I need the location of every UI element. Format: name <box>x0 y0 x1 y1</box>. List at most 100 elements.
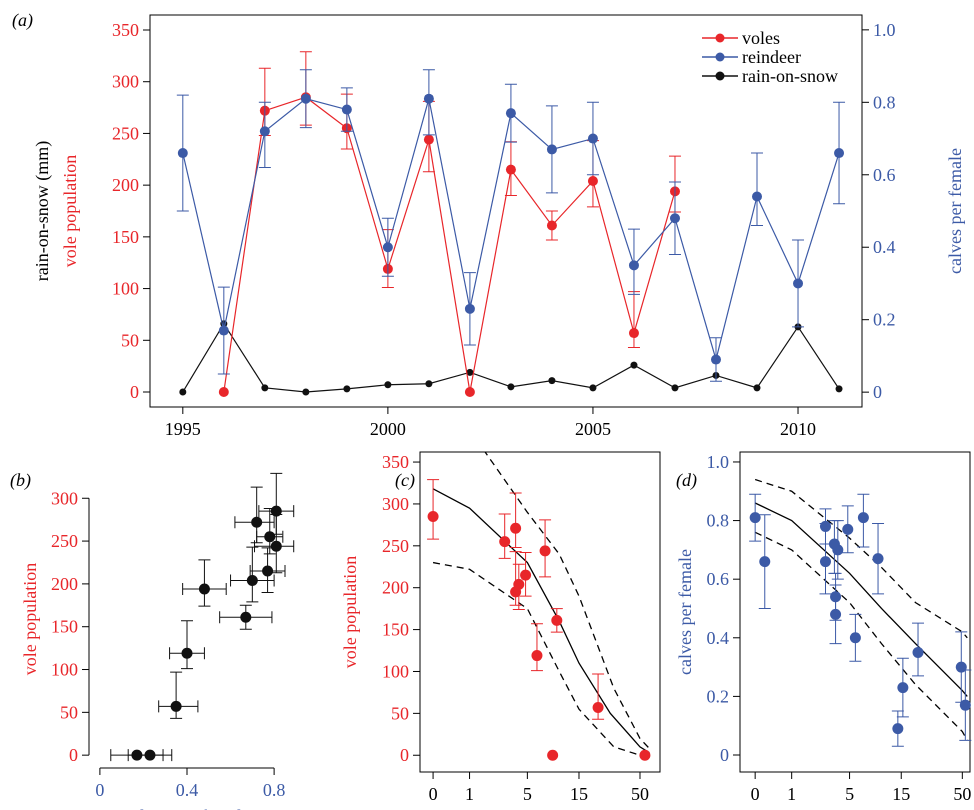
data-point <box>343 385 351 393</box>
x-tick-label: 5 <box>845 784 854 804</box>
data-point <box>218 325 229 336</box>
panel-label: (d) <box>676 470 697 491</box>
fit-curve <box>754 531 968 741</box>
data-point <box>259 126 270 137</box>
data-point <box>181 647 193 659</box>
legend-label: voles <box>742 28 780 48</box>
plot-frame <box>149 14 863 408</box>
data-point <box>892 723 904 735</box>
y-tick-label: 0 <box>720 745 729 765</box>
data-point <box>531 650 543 662</box>
data-point <box>912 646 924 658</box>
y-tick-label: 350 <box>112 20 139 40</box>
y-tick-label: 200 <box>382 578 409 598</box>
data-point <box>198 583 210 595</box>
data-point <box>669 213 680 224</box>
y-tick-label: 50 <box>60 702 78 722</box>
data-point <box>830 608 842 620</box>
y-tick-label: 50 <box>121 330 139 350</box>
y-tick-label: 150 <box>51 617 78 637</box>
data-point <box>830 591 842 603</box>
x-tick-label: 1 <box>465 784 474 804</box>
data-point <box>261 384 269 392</box>
data-point <box>240 611 252 623</box>
data-point <box>270 540 282 552</box>
legend-dot <box>715 52 725 62</box>
data-point <box>832 544 844 556</box>
data-point <box>520 569 532 581</box>
y2-axis-label: calves per female <box>945 148 965 274</box>
x-tick-label: 0 <box>751 784 760 804</box>
data-point <box>513 578 525 590</box>
y-axis-label: calves per female <box>675 549 695 675</box>
y-tick-label: 1.0 <box>707 452 730 472</box>
x-tick-label: 15 <box>892 784 910 804</box>
fit-curve <box>754 502 968 697</box>
data-point <box>849 632 861 644</box>
x-tick-label: 50 <box>953 784 971 804</box>
plot-frame <box>419 451 661 773</box>
data-point <box>466 368 474 376</box>
data-point <box>464 387 475 398</box>
data-point <box>218 387 229 398</box>
panel: (b) 0 0.4 0.8 0 50 100 150 200 250 300 calves per f… <box>10 470 295 810</box>
y-tick-label: 200 <box>51 574 78 594</box>
data-point <box>302 388 310 396</box>
fit-curve <box>432 488 650 754</box>
y-tick-label: 50 <box>391 703 409 723</box>
x-tick-label: 1995 <box>165 419 201 439</box>
x-tick-label: 1 <box>787 784 796 804</box>
x-tick-label: 2005 <box>575 419 611 439</box>
y2-tick-label: 0.2 <box>873 310 896 330</box>
data-point <box>382 242 393 253</box>
y-error-bar <box>509 492 522 548</box>
data-point <box>179 388 187 396</box>
x-tick-label: 0.8 <box>263 780 286 800</box>
y-error-bar <box>198 559 211 607</box>
data-point <box>246 574 258 586</box>
data-point <box>842 523 854 535</box>
data-point <box>423 134 434 145</box>
error-bar <box>751 152 764 226</box>
x-tick-label: 2000 <box>370 419 406 439</box>
legend-dot <box>715 71 725 81</box>
data-point <box>427 511 439 523</box>
data-point <box>270 505 282 517</box>
y-tick-label: 100 <box>51 660 78 680</box>
data-point <box>510 522 522 534</box>
series-line <box>182 322 840 393</box>
data-point <box>819 556 831 568</box>
y-axis-label: vole population <box>340 556 360 668</box>
data-point <box>341 104 352 115</box>
data-point <box>793 278 804 289</box>
legend-dot <box>715 33 725 43</box>
data-point <box>264 531 276 543</box>
y-tick-label: 0.4 <box>707 628 730 648</box>
y-tick-label: 0.6 <box>707 569 730 589</box>
data-point <box>131 749 143 761</box>
data-point <box>671 384 679 392</box>
data-point <box>425 380 433 388</box>
data-point <box>539 545 551 557</box>
panel-label: (b) <box>10 470 31 491</box>
panel: (a) 1995 2000 2005 2010 0 50 100 150 200 250 300 350… <box>12 10 965 439</box>
data-point <box>959 699 971 711</box>
fit-curve <box>432 561 650 756</box>
data-point <box>630 361 638 369</box>
data-point <box>628 260 639 271</box>
data-point <box>262 565 274 577</box>
data-point <box>546 220 557 231</box>
y-tick-label: 0 <box>130 382 139 402</box>
data-point <box>835 385 843 393</box>
x-tick-label: 15 <box>570 784 588 804</box>
data-point <box>834 148 845 159</box>
data-point <box>505 108 516 119</box>
data-point <box>589 384 597 392</box>
data-point <box>384 381 392 389</box>
y-axis-label: rain-on-snow (mm) <box>32 141 53 281</box>
y-tick-label: 0 <box>69 745 78 765</box>
data-point <box>300 93 311 104</box>
x-axis-label: calves per female <box>124 806 250 810</box>
